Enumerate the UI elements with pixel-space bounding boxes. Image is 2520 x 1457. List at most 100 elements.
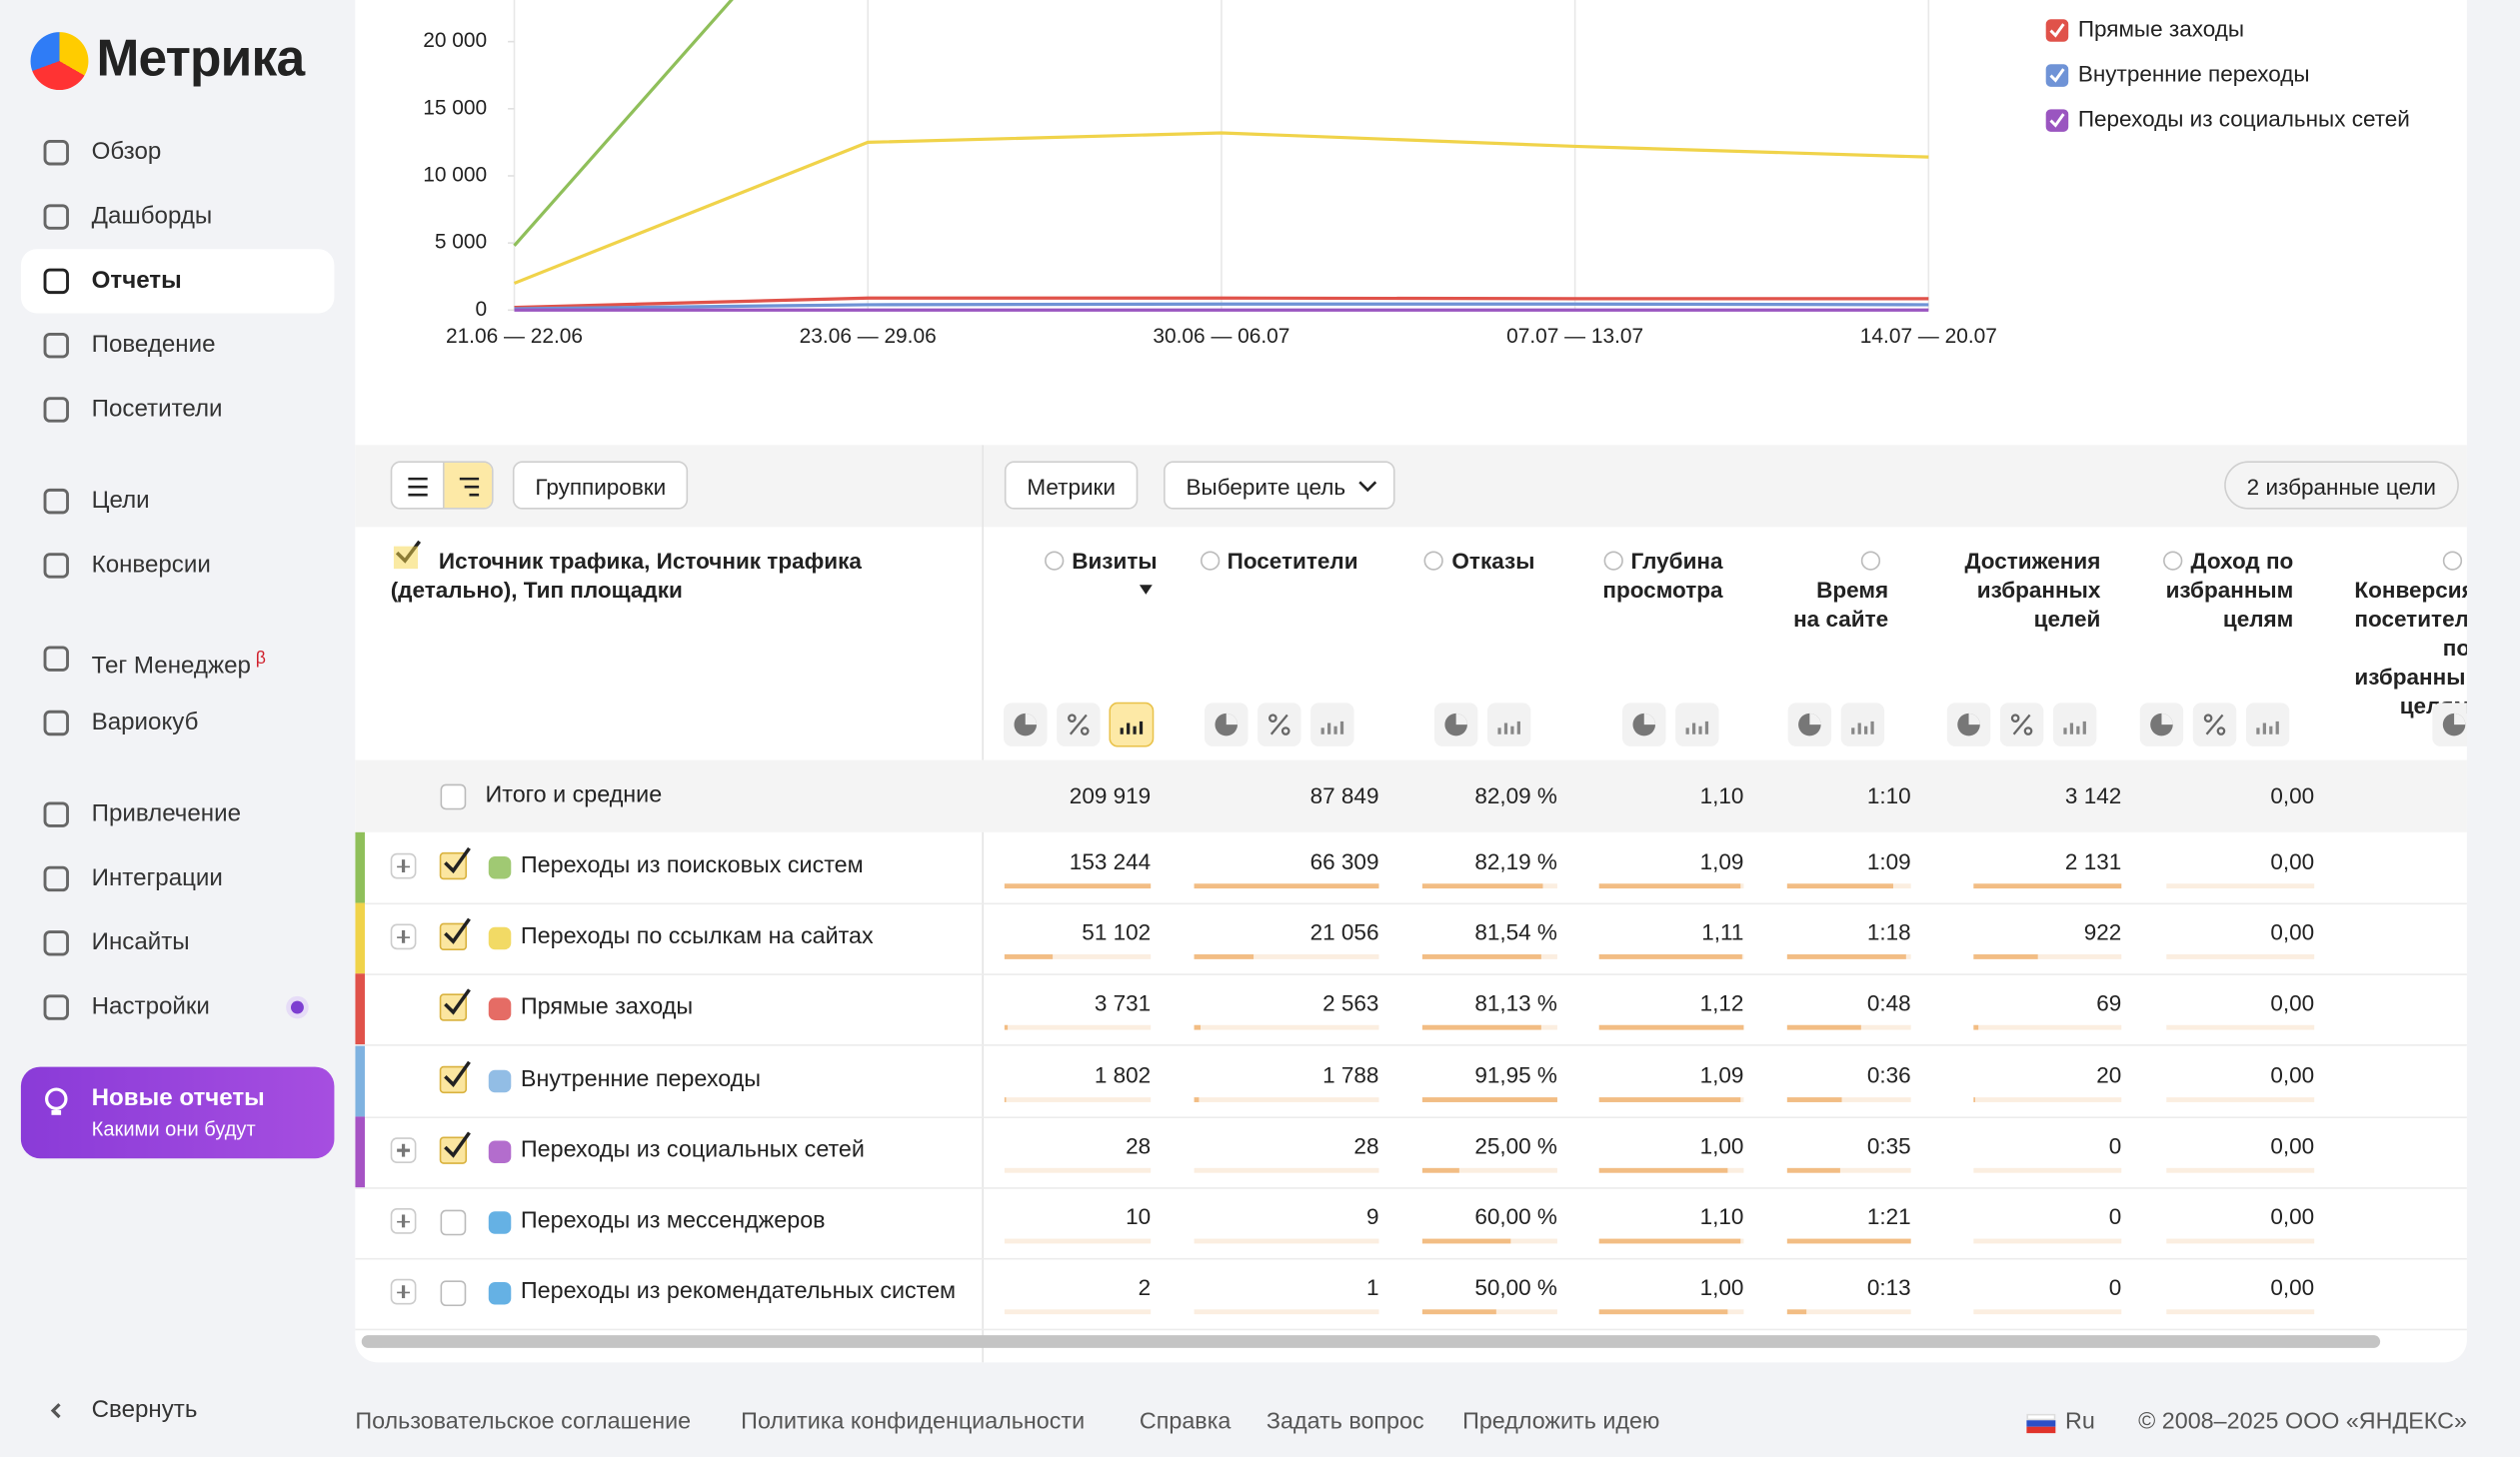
metric-view-button[interactable] [2139, 703, 2184, 747]
favorite-goals[interactable]: 2 избранные цели [2224, 461, 2459, 510]
metric-view-button[interactable] [1257, 703, 1301, 747]
groupings-button[interactable]: Группировки [512, 461, 689, 510]
expand-button[interactable] [390, 923, 417, 950]
column-header[interactable]: Доход по избранным целям [2158, 547, 2293, 634]
bar-glyph [1320, 728, 1324, 734]
row-color-stripe [355, 831, 365, 903]
row-checkbox[interactable] [439, 1129, 474, 1164]
metric-view-button[interactable] [1946, 703, 1991, 747]
row-checkbox[interactable] [439, 1271, 474, 1307]
column-header[interactable]: Глубина просмотра [1594, 547, 1722, 605]
column-header[interactable]: Отказы [1406, 547, 1534, 576]
nav-icon-shape [43, 930, 69, 956]
cell-bar [1598, 1309, 1728, 1315]
nav-item[interactable]: Поведение [92, 330, 216, 362]
row-label[interactable]: Переходы из мессенджеров [520, 1208, 826, 1234]
metrics-button[interactable]: Метрики [1004, 461, 1139, 510]
nav-item[interactable]: Тег Менеджер β [92, 643, 266, 683]
metric-view-button[interactable] [2245, 703, 2290, 747]
metric-view-button[interactable] [1109, 702, 1155, 747]
language[interactable]: Ru [2064, 1409, 2095, 1435]
footer-link[interactable]: Пользовательское соглашение [355, 1409, 692, 1435]
expand-button[interactable] [390, 852, 417, 879]
collapse[interactable]: Свернуть [91, 1396, 198, 1424]
help-icon[interactable] [1859, 550, 1882, 573]
nav-item[interactable]: Вариокуб [92, 707, 199, 738]
expand-button[interactable] [390, 1279, 417, 1305]
nav-icon [43, 994, 69, 1020]
metric-view-button[interactable] [1433, 703, 1478, 747]
metric-view-button[interactable] [1840, 703, 1885, 747]
button-bg [1487, 703, 1531, 746]
row-label[interactable]: Внутренние переходы [520, 1065, 762, 1092]
row-label[interactable]: Переходы из социальных сетей [520, 1136, 865, 1163]
metric-view-button[interactable] [1204, 703, 1249, 747]
row-checkbox[interactable] [439, 1200, 474, 1236]
nav-item[interactable]: Дашборды [92, 201, 213, 233]
expand-button[interactable] [390, 1208, 417, 1234]
cell-value: 21 056 [1309, 918, 1379, 945]
row-checkbox[interactable] [439, 1058, 474, 1093]
row-label[interactable]: Прямые заходы [520, 994, 694, 1021]
nav-item[interactable]: Интеграции [92, 862, 223, 894]
row-checkbox[interactable] [439, 845, 474, 880]
footer-link[interactable]: Задать вопрос [1265, 1409, 1424, 1435]
row-checkbox[interactable] [439, 987, 474, 1022]
chevron [1358, 481, 1377, 493]
metric-view-button[interactable] [1621, 703, 1666, 747]
metric-view-button[interactable] [2432, 703, 2467, 747]
help-icon[interactable] [2162, 550, 2185, 573]
help-icon[interactable] [1602, 550, 1625, 573]
nav-item[interactable]: Настройки [92, 991, 210, 1023]
view-switch[interactable] [390, 461, 494, 510]
row-label[interactable]: Переходы из рекомендательных систем [520, 1279, 957, 1305]
metric-view-button[interactable] [1787, 703, 1832, 747]
metric-view-button[interactable] [2192, 703, 2237, 747]
nav-icon-svg [43, 268, 69, 295]
nav-item[interactable]: Отчеты [92, 265, 182, 297]
promo[interactable]: Новые отчеты Какими они будут [20, 1066, 335, 1159]
column-header[interactable]: Посетители [1198, 547, 1358, 576]
footer-link[interactable]: Предложить идею [1462, 1409, 1660, 1435]
metric-view-button[interactable] [1003, 703, 1048, 747]
nav-item[interactable]: Привлечение [92, 798, 241, 830]
cell-value: 1 [1365, 1274, 1379, 1300]
row-label[interactable]: Переходы по ссылкам на сайтах [520, 923, 874, 950]
nav-item[interactable]: Инсайты [92, 927, 190, 959]
expand-v [402, 930, 405, 944]
nav-icon-box [42, 396, 71, 425]
row-checkbox[interactable] [439, 774, 474, 810]
help-icon[interactable] [2441, 550, 2464, 573]
metric-view-button[interactable] [1674, 703, 1719, 747]
footer-link[interactable]: Справка [1139, 1409, 1232, 1435]
column-header[interactable]: Достижения избранных целей [1946, 547, 2100, 634]
expand-button[interactable] [390, 1136, 417, 1163]
row-label[interactable]: Переходы из поисковых систем [520, 852, 864, 879]
column-header[interactable]: Время на сайте [1788, 547, 1888, 634]
nav-item[interactable]: Обзор [92, 137, 162, 169]
column-header[interactable]: Визиты [1029, 547, 1158, 605]
metric-view-button[interactable] [1309, 703, 1354, 747]
goal-select[interactable]: Выберите цель [1164, 461, 1395, 510]
column-header[interactable]: Конверсия посетителей по избранным целям [2354, 547, 2467, 721]
dimension-checkbox[interactable] [392, 539, 424, 571]
help-icon[interactable] [1199, 550, 1222, 573]
column-title: Конверсия посетителей по избранным целям [2354, 577, 2467, 719]
footer-link[interactable]: Политика конфиденциальности [741, 1409, 1086, 1435]
nav-item[interactable]: Конверсии [92, 550, 211, 582]
row-color-stripe [355, 1116, 365, 1187]
row-checkbox[interactable] [439, 916, 474, 951]
nav-item[interactable]: Посетители [92, 394, 223, 426]
help-icon[interactable] [1043, 550, 1066, 573]
metric-view-button[interactable] [2052, 703, 2097, 747]
metric-view-button[interactable] [1056, 703, 1101, 747]
cell-value: 0,00 [2270, 847, 2315, 874]
help-icon[interactable] [1422, 550, 1445, 573]
cell-bar-track [1194, 1167, 1379, 1173]
nav-item[interactable]: Цели [92, 486, 150, 518]
metric-view-button[interactable] [1486, 703, 1531, 747]
nav-icon-svg [43, 332, 69, 359]
scrollbar[interactable] [361, 1335, 2381, 1348]
metric-view-button[interactable] [1999, 703, 2044, 747]
legend-check [2049, 68, 2065, 83]
